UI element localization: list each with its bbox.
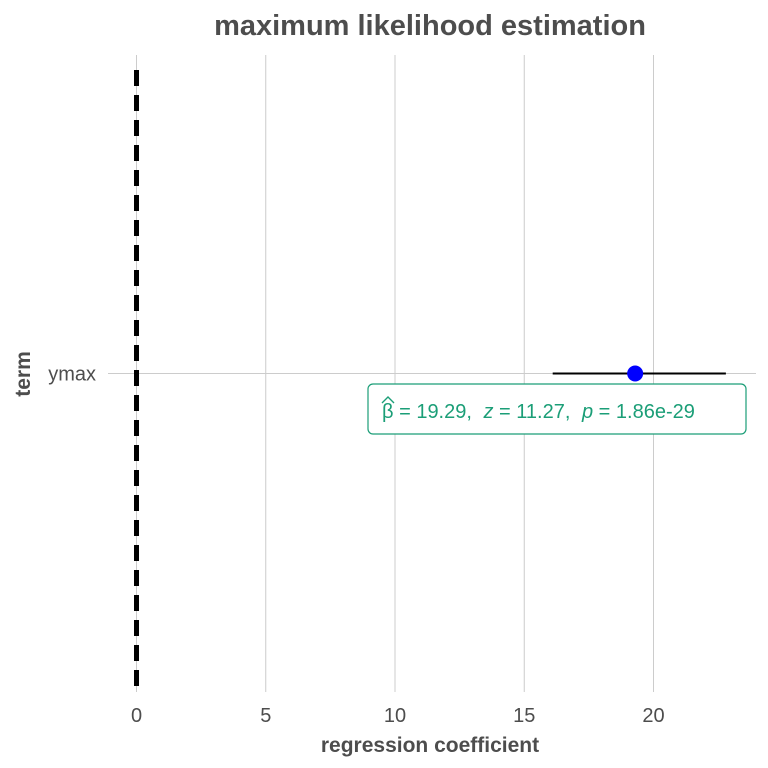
- annotation-p-value: = 1.86e-29: [599, 401, 695, 423]
- y-axis-title: term: [12, 351, 35, 397]
- annotation-text: β = 19.29, z = 11.27, p = 1.86e-29: [382, 401, 695, 423]
- x-tick-label: 10: [384, 705, 406, 727]
- beta-hat-icon: [381, 396, 395, 404]
- x-tick-label: 15: [513, 705, 535, 727]
- y-axis-ticks: ymax: [48, 364, 96, 386]
- x-axis-title: regression coefficient: [321, 734, 539, 757]
- annotation-z-symbol: z: [482, 401, 493, 423]
- chart-title: maximum likelihood estimation: [214, 10, 646, 42]
- annotation-beta-symbol: β: [382, 401, 394, 423]
- x-tick-label: 20: [642, 705, 664, 727]
- data-marks: [552, 365, 726, 382]
- x-tick-label: 5: [260, 705, 271, 727]
- annotation-beta-value: = 19.29,: [399, 401, 472, 423]
- result-annotation: β = 19.29, z = 11.27, p = 1.86e-29: [367, 383, 747, 435]
- y-tick-label: ymax: [48, 364, 96, 386]
- x-axis-ticks: 0 5 10 15 20: [131, 705, 665, 727]
- x-tick-label: 0: [131, 705, 142, 727]
- annotation-z-value: = 11.27,: [499, 401, 570, 423]
- annotation-p-symbol: p: [581, 401, 593, 423]
- point-estimate: [627, 365, 644, 382]
- annotation-box: [367, 383, 747, 435]
